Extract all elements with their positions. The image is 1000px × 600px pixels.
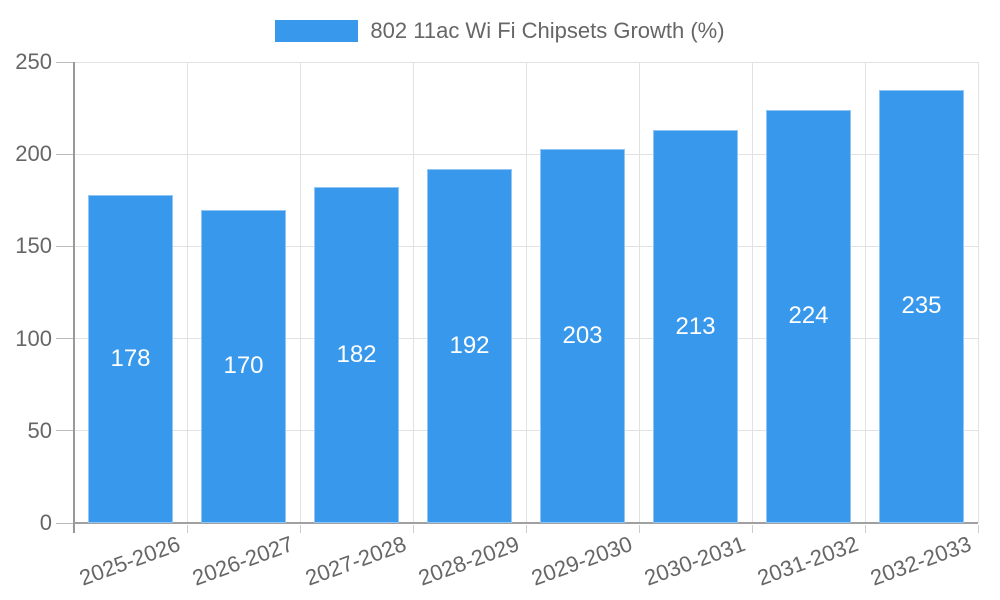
x-axis-tick bbox=[638, 525, 640, 533]
legend-label: 802 11ac Wi Fi Chipsets Growth (%) bbox=[370, 18, 725, 43]
y-axis-tick bbox=[56, 153, 74, 155]
y-axis-tick bbox=[56, 245, 74, 247]
x-axis-category-label: 2027-2028 bbox=[302, 531, 410, 591]
y-axis-tick bbox=[56, 61, 74, 63]
bar-value-label: 203 bbox=[562, 321, 603, 349]
x-axis-category-label: 2029-2030 bbox=[528, 531, 636, 591]
y-axis-tick bbox=[56, 338, 74, 340]
v-gridline bbox=[977, 62, 979, 523]
v-gridline bbox=[525, 62, 527, 523]
bar-value-label: 170 bbox=[223, 352, 264, 380]
y-axis-tick-label: 250 bbox=[15, 49, 52, 74]
y-axis-tick bbox=[56, 430, 74, 432]
bar-value-label: 235 bbox=[901, 292, 942, 320]
v-gridline bbox=[638, 62, 640, 523]
bar[interactable] bbox=[88, 194, 173, 523]
v-gridline bbox=[299, 62, 301, 523]
bar[interactable] bbox=[314, 187, 399, 523]
v-gridline bbox=[864, 62, 866, 523]
x-axis-category-label: 2030-2031 bbox=[641, 531, 749, 591]
bar[interactable] bbox=[879, 89, 964, 523]
x-axis-category-label: 2028-2029 bbox=[415, 531, 523, 591]
x-axis-tick bbox=[977, 525, 979, 533]
x-axis-category-label: 2026-2027 bbox=[189, 531, 297, 591]
x-axis-category-label: 2032-2033 bbox=[867, 531, 975, 591]
x-axis-category-label: 2031-2032 bbox=[754, 531, 862, 591]
bar-value-label: 182 bbox=[336, 341, 377, 369]
bar-value-label: 213 bbox=[675, 312, 716, 340]
v-gridline bbox=[412, 62, 414, 523]
v-gridline bbox=[186, 62, 188, 523]
bar-value-label: 224 bbox=[788, 302, 829, 330]
bar[interactable] bbox=[766, 109, 851, 523]
bar[interactable] bbox=[427, 168, 512, 523]
bar-value-label: 178 bbox=[110, 344, 151, 372]
y-axis-tick-label: 50 bbox=[27, 417, 52, 443]
x-axis-line bbox=[74, 522, 978, 524]
bar[interactable] bbox=[201, 209, 286, 523]
y-axis-tick bbox=[56, 522, 74, 524]
bar[interactable] bbox=[540, 148, 625, 523]
chart-legend[interactable]: 802 11ac Wi Fi Chipsets Growth (%) bbox=[0, 18, 1000, 44]
bar[interactable] bbox=[653, 130, 738, 523]
x-axis-tick bbox=[751, 525, 753, 533]
y-axis-tick-label: 100 bbox=[15, 325, 52, 351]
y-axis-tick-label: 150 bbox=[15, 233, 52, 259]
y-axis-tick-label: 200 bbox=[15, 141, 52, 167]
x-axis-tick bbox=[299, 525, 301, 533]
legend-swatch bbox=[275, 20, 359, 42]
v-gridline bbox=[751, 62, 753, 523]
x-axis-tick bbox=[525, 525, 527, 533]
bar-value-label: 192 bbox=[449, 331, 490, 359]
y-axis-tick-label: 0 bbox=[39, 510, 52, 535]
x-axis-tick bbox=[412, 525, 414, 533]
x-axis-tick bbox=[186, 525, 188, 533]
x-axis-category-label: 2025-2026 bbox=[76, 531, 184, 591]
y-axis-line bbox=[73, 62, 75, 533]
x-axis-tick bbox=[864, 525, 866, 533]
